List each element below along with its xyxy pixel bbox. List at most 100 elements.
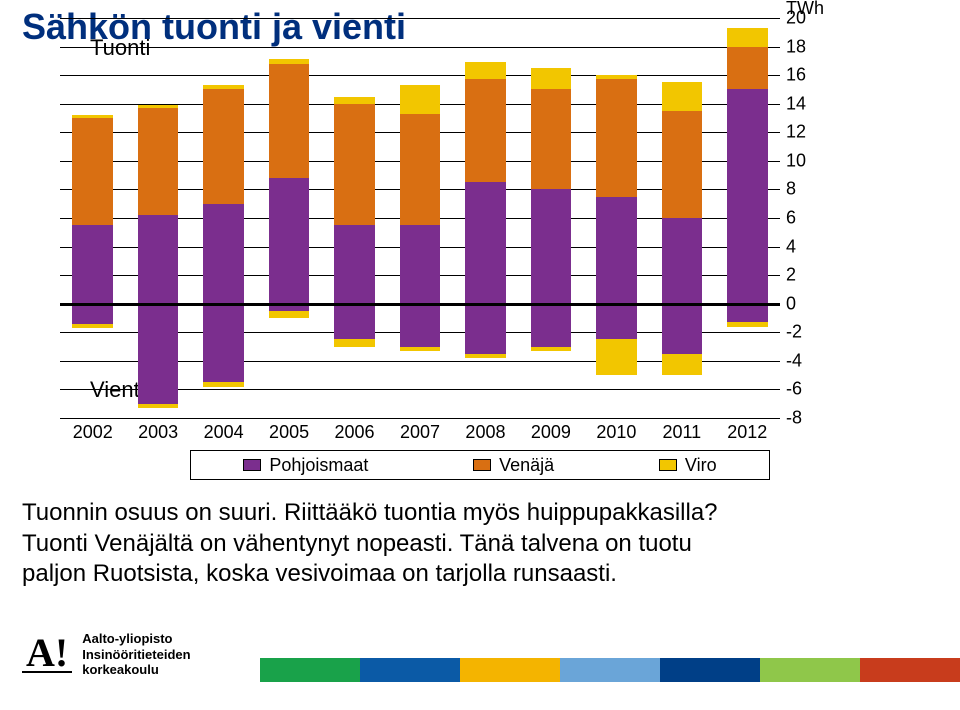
bar-segment bbox=[334, 97, 375, 104]
bar-segment bbox=[72, 225, 113, 304]
bar-segment bbox=[138, 108, 179, 215]
caption-line: Tuonnin osuus on suuri. Riittääkö tuonti… bbox=[22, 498, 902, 529]
logo: A! Aalto-yliopisto Insinööritieteiden ko… bbox=[22, 631, 191, 678]
x-axis-labels: 2002 2003 2004 2005 2006 2007 2008 2009 2010 2011… bbox=[60, 422, 780, 446]
bar-segment bbox=[203, 204, 244, 304]
bar-segment bbox=[72, 115, 113, 118]
logo-text: Aalto-yliopisto Insinööritieteiden korke… bbox=[82, 631, 190, 678]
y-tick-label: 2 bbox=[786, 265, 842, 286]
gridline bbox=[60, 47, 780, 48]
y-tick-label: -8 bbox=[786, 408, 842, 429]
bar-segment bbox=[662, 304, 703, 354]
bar-segment bbox=[727, 28, 768, 47]
legend-swatch bbox=[659, 459, 677, 471]
gridline bbox=[60, 18, 780, 19]
bar-segment bbox=[334, 304, 375, 340]
bar-segment bbox=[334, 104, 375, 225]
bar-segment bbox=[465, 182, 506, 303]
legend-item: Viro bbox=[659, 455, 717, 476]
bar-segment bbox=[72, 304, 113, 324]
bar-segment bbox=[727, 322, 768, 326]
bar-segment bbox=[138, 215, 179, 304]
bar-segment bbox=[138, 304, 179, 404]
y-tick-label: 12 bbox=[786, 122, 842, 143]
bar-segment bbox=[596, 304, 637, 340]
x-tick-label: 2004 bbox=[204, 422, 244, 443]
bar-segment bbox=[138, 105, 179, 108]
bar-segment bbox=[400, 225, 441, 304]
y-tick-label: 4 bbox=[786, 236, 842, 257]
bar-segment bbox=[269, 178, 310, 304]
logo-mark: A! bbox=[22, 637, 72, 673]
bar-segment bbox=[531, 68, 572, 89]
export-label: Vienti bbox=[90, 377, 145, 403]
legend-swatch bbox=[473, 459, 491, 471]
bar-segment bbox=[400, 114, 441, 225]
stripe-segment bbox=[860, 658, 960, 682]
bar-segment bbox=[400, 304, 441, 347]
bar-segment bbox=[269, 59, 310, 63]
logo-line: korkeakoulu bbox=[82, 662, 190, 678]
stripe-segment bbox=[460, 658, 560, 682]
x-tick-label: 2008 bbox=[465, 422, 505, 443]
y-tick-label: 6 bbox=[786, 208, 842, 229]
y-tick-label: 14 bbox=[786, 93, 842, 114]
legend-swatch bbox=[243, 459, 261, 471]
bar-segment bbox=[400, 85, 441, 114]
footer-stripe bbox=[260, 658, 960, 682]
zero-line bbox=[60, 303, 780, 306]
bar-segment bbox=[596, 197, 637, 304]
x-tick-label: 2010 bbox=[596, 422, 636, 443]
bar-segment bbox=[662, 218, 703, 304]
bar-segment bbox=[465, 304, 506, 354]
legend-label: Pohjoismaat bbox=[269, 455, 368, 476]
logo-line: Insinööritieteiden bbox=[82, 647, 190, 663]
caption: Tuonnin osuus on suuri. Riittääkö tuonti… bbox=[22, 498, 902, 590]
bar-segment bbox=[465, 62, 506, 79]
stripe-segment bbox=[760, 658, 860, 682]
stripe-segment bbox=[360, 658, 460, 682]
y-tick-label: 18 bbox=[786, 36, 842, 57]
x-tick-label: 2011 bbox=[662, 422, 701, 443]
import-label: Tuonti bbox=[90, 35, 150, 61]
bar-segment bbox=[138, 404, 179, 408]
legend: Pohjoismaat Venäjä Viro bbox=[190, 450, 770, 480]
y-tick-label: 10 bbox=[786, 150, 842, 171]
gridline bbox=[60, 75, 780, 76]
x-tick-label: 2006 bbox=[335, 422, 375, 443]
bar-segment bbox=[531, 189, 572, 303]
bar-segment bbox=[203, 89, 244, 203]
stripe-segment bbox=[560, 658, 660, 682]
bar-segment bbox=[727, 47, 768, 90]
x-tick-label: 2005 bbox=[269, 422, 309, 443]
x-tick-label: 2007 bbox=[400, 422, 440, 443]
bar-segment bbox=[596, 75, 637, 79]
x-tick-label: 2009 bbox=[531, 422, 571, 443]
x-tick-label: 2012 bbox=[727, 422, 767, 443]
legend-label: Venäjä bbox=[499, 455, 554, 476]
x-tick-label: 2002 bbox=[73, 422, 113, 443]
y-tick-label: -4 bbox=[786, 350, 842, 371]
bar-segment bbox=[531, 304, 572, 347]
chart: TWh 20181614121086420-2-4-6-8TuontiVient… bbox=[40, 18, 850, 458]
bar-segment bbox=[269, 311, 310, 318]
y-tick-label: -2 bbox=[786, 322, 842, 343]
bar-segment bbox=[465, 79, 506, 182]
bar-segment bbox=[596, 79, 637, 196]
bar-segment bbox=[662, 354, 703, 375]
bar-segment bbox=[662, 82, 703, 111]
bar-segment bbox=[203, 85, 244, 89]
bar-segment bbox=[596, 339, 637, 375]
plot-area: TWh 20181614121086420-2-4-6-8TuontiVient… bbox=[60, 18, 780, 418]
y-tick-label: 0 bbox=[786, 293, 842, 314]
bar-segment bbox=[531, 347, 572, 351]
bar-segment bbox=[727, 89, 768, 303]
x-tick-label: 2003 bbox=[138, 422, 178, 443]
bar-segment bbox=[727, 304, 768, 323]
gridline bbox=[60, 418, 780, 419]
legend-item: Pohjoismaat bbox=[243, 455, 368, 476]
bar-segment bbox=[203, 382, 244, 386]
bar-segment bbox=[400, 347, 441, 351]
bar-segment bbox=[269, 64, 310, 178]
bar-segment bbox=[531, 89, 572, 189]
